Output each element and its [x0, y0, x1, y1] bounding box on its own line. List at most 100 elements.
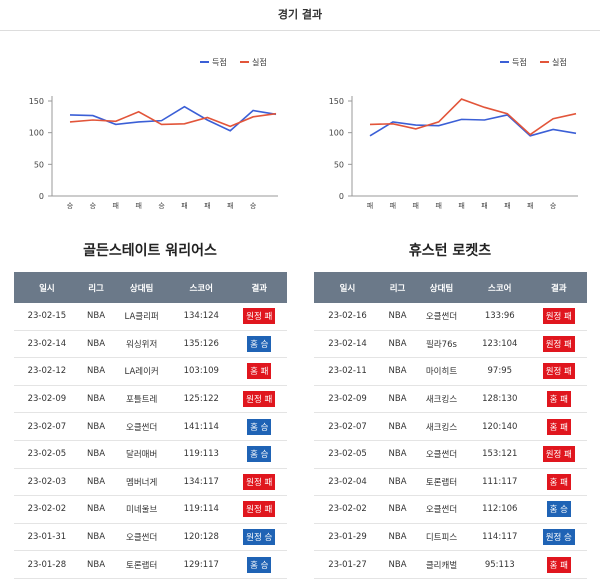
- result-badge: 홈 승: [247, 556, 272, 573]
- cell: NBA: [381, 523, 415, 552]
- column-header: 상대팀: [414, 272, 469, 303]
- cell: 23-01-28: [14, 550, 80, 579]
- cell: 119:113: [171, 440, 232, 469]
- cell: 원정 승: [231, 523, 287, 552]
- cell: 23-02-12: [14, 357, 80, 386]
- y-tick-label: 150: [29, 97, 44, 106]
- cell: NBA: [79, 357, 113, 386]
- x-tick-label: 패: [181, 201, 187, 210]
- cell: 114:117: [468, 523, 531, 552]
- x-tick-label: 승: [250, 202, 257, 210]
- cell: NBA: [381, 303, 415, 331]
- cell: 워싱위저: [112, 330, 172, 359]
- cell: 141:114: [171, 412, 232, 441]
- result-badge: 홈 패: [247, 363, 272, 380]
- y-tick-label: 100: [329, 129, 344, 138]
- column-header: 결과: [530, 272, 587, 303]
- x-tick-label: 패: [390, 201, 396, 210]
- cell: 클리캐벌: [414, 550, 469, 579]
- result-badge: 원정 패: [542, 335, 575, 352]
- cell: 23-02-15: [14, 303, 80, 331]
- cell: 134:124: [171, 303, 232, 331]
- cell: 23-02-07: [14, 412, 80, 441]
- x-tick-label: 패: [504, 201, 510, 210]
- cell: 홈 패: [530, 468, 587, 497]
- cell: 23-02-11: [314, 357, 381, 386]
- cell: 홈 승: [231, 550, 287, 579]
- cell: 23-02-05: [14, 440, 80, 469]
- cell: NBA: [79, 550, 113, 579]
- series-line: [69, 110, 277, 128]
- cell: NBA: [381, 385, 415, 414]
- y-tick-label: 100: [29, 129, 44, 138]
- page-title: 경기 결과: [0, 0, 600, 31]
- table-row: 23-01-31 NBA 오클썬더 120:128 원정 승: [14, 523, 287, 552]
- cell: 홈 패: [530, 412, 587, 441]
- column-header: 일시: [314, 272, 381, 303]
- result-badge: 홈 패: [546, 418, 571, 435]
- cell: 23-02-14: [314, 330, 381, 359]
- cell: 112:106: [468, 495, 531, 524]
- x-tick-label: 승: [90, 202, 97, 210]
- table-row: 23-02-03 NBA 멤버너게 134:117 원정 패: [14, 468, 287, 497]
- legend-label: 실점: [552, 57, 567, 67]
- table-row: 23-02-04 NBA 토론랩터 111:117 홈 패: [314, 468, 587, 497]
- cell: 23-02-07: [314, 412, 381, 441]
- result-badge: 홈 패: [546, 473, 571, 490]
- cell: NBA: [381, 550, 415, 579]
- cell: 마이히트: [414, 357, 469, 386]
- cell: NBA: [79, 303, 113, 331]
- x-tick-label: 패: [204, 201, 210, 210]
- cell: 홈 패: [530, 385, 587, 414]
- column-header: 리그: [381, 272, 415, 303]
- legend-label: 실점: [252, 57, 267, 67]
- x-tick-label: 패: [435, 201, 441, 210]
- cell: 23-02-09: [314, 385, 381, 414]
- cell: LA클리퍼: [112, 303, 172, 331]
- result-badge: 홈 승: [247, 418, 272, 435]
- cell: 134:117: [171, 468, 232, 497]
- cell: NBA: [79, 468, 113, 497]
- cell: 23-02-03: [14, 468, 80, 497]
- cell: 153:121: [468, 440, 531, 469]
- cell: 홈 승: [231, 412, 287, 441]
- cell: 원정 패: [231, 495, 287, 524]
- table-row: 23-02-09 NBA 포틀트레 125:122 원정 패: [14, 385, 287, 414]
- result-badge: 홈 승: [247, 446, 272, 463]
- cell: 95:113: [468, 550, 531, 579]
- cell: NBA: [79, 440, 113, 469]
- cell: 새크킹스: [414, 385, 469, 414]
- cell: NBA: [79, 523, 113, 552]
- cell: 123:104: [468, 330, 531, 359]
- y-tick-label: 0: [39, 192, 44, 201]
- table-row: 23-02-07 NBA 새크킹스 120:140 홈 패: [314, 412, 587, 441]
- x-tick-label: 패: [481, 201, 487, 210]
- cell: 23-01-31: [14, 523, 80, 552]
- legend-label: 득점: [212, 57, 227, 67]
- x-tick-label: 패: [227, 201, 233, 210]
- series-line: [369, 98, 577, 136]
- cell: 23-02-02: [314, 495, 381, 524]
- cell: 23-01-29: [314, 523, 381, 552]
- y-tick-label: 0: [339, 192, 344, 201]
- cell: 23-02-04: [314, 468, 381, 497]
- results-table: 일시 리그 상대팀 스코어 결과 23-02-16 NBA 오클썬더 133:96 원정 패 23-…: [314, 272, 587, 579]
- cell: 120:128: [171, 523, 232, 552]
- table-row: 23-02-02 NBA 미네울브 119:114 원정 패: [14, 495, 287, 524]
- table-row: 23-02-11 NBA 마이히트 97:95 원정 패: [314, 357, 587, 386]
- result-badge: 원정 패: [243, 308, 276, 325]
- y-tick-label: 50: [334, 160, 344, 169]
- cell: 111:117: [468, 468, 531, 497]
- column-header: 일시: [14, 272, 80, 303]
- x-tick-label: 승: [158, 202, 165, 210]
- column-header: 리그: [79, 272, 113, 303]
- column-header: 스코어: [171, 272, 232, 303]
- cell: 129:117: [171, 550, 232, 579]
- cell: 원정 패: [530, 357, 587, 386]
- cell: 오클썬더: [414, 303, 469, 331]
- team-name: 휴스턴 로켓츠: [408, 243, 492, 259]
- cell: 원정 패: [530, 440, 587, 469]
- column-header: 상대팀: [112, 272, 172, 303]
- result-badge: 원정 승: [542, 529, 575, 546]
